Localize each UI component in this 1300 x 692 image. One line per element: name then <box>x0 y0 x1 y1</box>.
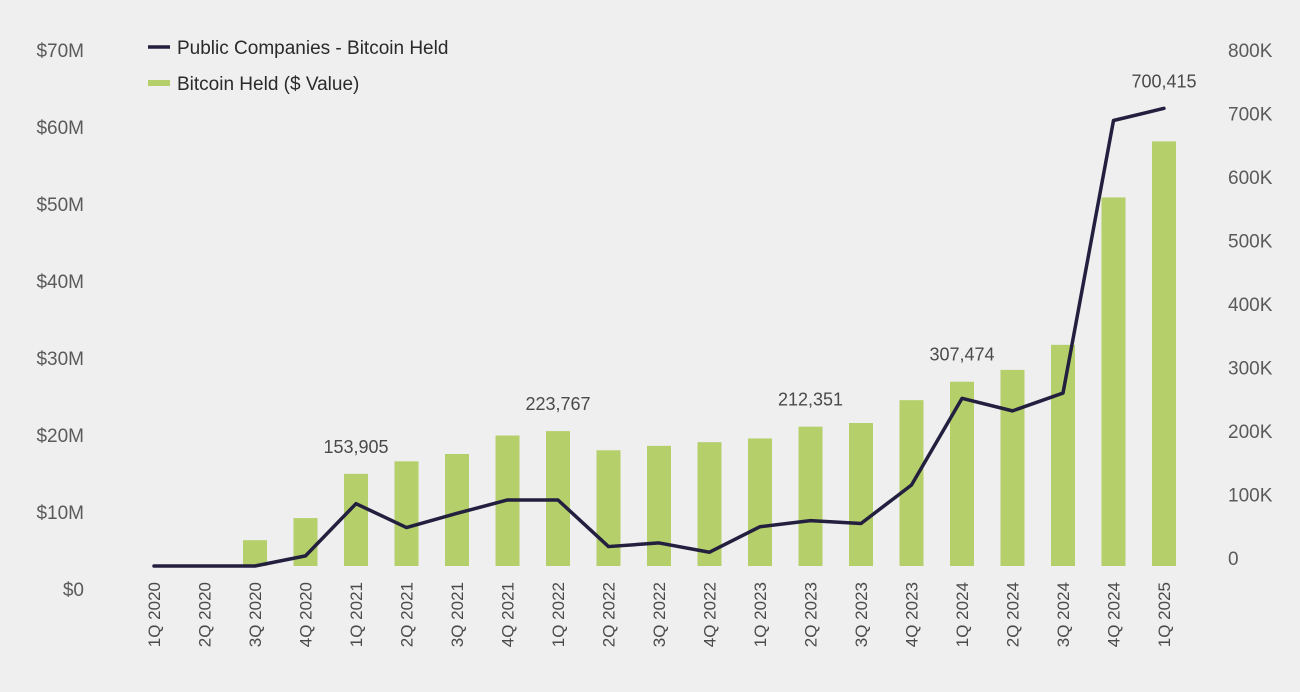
category-label: 1Q 2025 <box>1155 582 1174 647</box>
category-label: 1Q 2021 <box>347 582 366 647</box>
legend-item: Public Companies - Bitcoin Held <box>148 38 448 59</box>
category-label: 3Q 2021 <box>448 582 467 647</box>
value-label: 700,415 <box>1131 71 1196 91</box>
left-tick-label: $40M <box>36 272 84 293</box>
right-tick-label: 400K <box>1228 295 1273 316</box>
category-label: 2Q 2021 <box>398 582 417 647</box>
bar <box>344 473 368 566</box>
bar <box>1101 197 1126 566</box>
category-label: 4Q 2023 <box>903 582 922 647</box>
legend-label: Public Companies - Bitcoin Held <box>177 38 448 59</box>
category-label: 1Q 2020 <box>145 582 164 647</box>
category-label: 1Q 2023 <box>751 582 770 647</box>
right-tick-label: 200K <box>1228 422 1273 443</box>
right-tick-label: 300K <box>1228 359 1273 380</box>
legend-bar-swatch <box>148 80 170 86</box>
category-label: 4Q 2022 <box>701 582 720 647</box>
bar <box>1000 369 1025 566</box>
right-tick-label: 800K <box>1228 41 1273 62</box>
left-axis: $0 $10M $20M $30M $40M $50M $60M $70M <box>36 41 84 601</box>
category-label: 2Q 2023 <box>802 582 821 647</box>
legend: Public Companies - Bitcoin Held Bitcoin H… <box>148 38 448 95</box>
category-label: 1Q 2022 <box>549 582 568 647</box>
right-axis: 0 100K 200K 300K 400K 500K 600K 700K 800K <box>1228 41 1273 570</box>
category-label: 2Q 2020 <box>196 582 215 647</box>
value-labels: 153,905 223,767 212,351 307,474 700,415 <box>323 71 1196 457</box>
category-axis: 1Q 2020 2Q 2020 3Q 2020 4Q 2020 1Q 2021 2Q 20… <box>145 582 1174 647</box>
category-label: 2Q 2022 <box>600 582 619 647</box>
right-tick-label: 600K <box>1228 168 1273 189</box>
category-label: 4Q 2024 <box>1105 582 1124 647</box>
right-tick-label: 0 <box>1228 549 1239 570</box>
legend-item: Bitcoin Held ($ Value) <box>148 74 359 95</box>
category-label: 1Q 2024 <box>953 582 972 647</box>
value-label: 307,474 <box>929 345 994 365</box>
left-tick-label: $0 <box>63 580 84 601</box>
category-label: 4Q 2021 <box>499 582 518 647</box>
line-series <box>152 106 1166 568</box>
series-line <box>152 106 1166 568</box>
category-label: 3Q 2024 <box>1054 582 1073 647</box>
bar <box>596 450 621 566</box>
bar <box>647 445 671 566</box>
right-tick-label: 500K <box>1228 232 1273 253</box>
bar <box>1051 344 1075 566</box>
left-tick-label: $10M <box>36 503 84 524</box>
right-tick-label: 700K <box>1228 105 1273 126</box>
value-label: 153,905 <box>323 437 388 457</box>
bar <box>697 442 722 566</box>
category-label: 4Q 2020 <box>297 582 316 647</box>
bar <box>394 461 419 566</box>
bar-series <box>243 141 1176 567</box>
left-tick-label: $50M <box>36 195 84 216</box>
value-label: 223,767 <box>525 394 590 414</box>
value-label: 212,351 <box>778 390 843 410</box>
bar <box>748 438 772 566</box>
left-tick-label: $70M <box>36 41 84 62</box>
category-label: 3Q 2023 <box>852 582 871 647</box>
right-tick-label: 100K <box>1228 486 1273 507</box>
left-tick-label: $60M <box>36 118 84 139</box>
category-label: 3Q 2020 <box>246 582 265 647</box>
bar <box>243 540 267 566</box>
category-label: 3Q 2022 <box>650 582 669 647</box>
bar <box>849 422 873 566</box>
bar <box>798 426 823 566</box>
left-tick-label: $30M <box>36 349 84 370</box>
category-label: 2Q 2024 <box>1004 582 1023 647</box>
legend-label: Bitcoin Held ($ Value) <box>177 74 359 95</box>
left-tick-label: $20M <box>36 426 84 447</box>
bar <box>1152 141 1176 567</box>
